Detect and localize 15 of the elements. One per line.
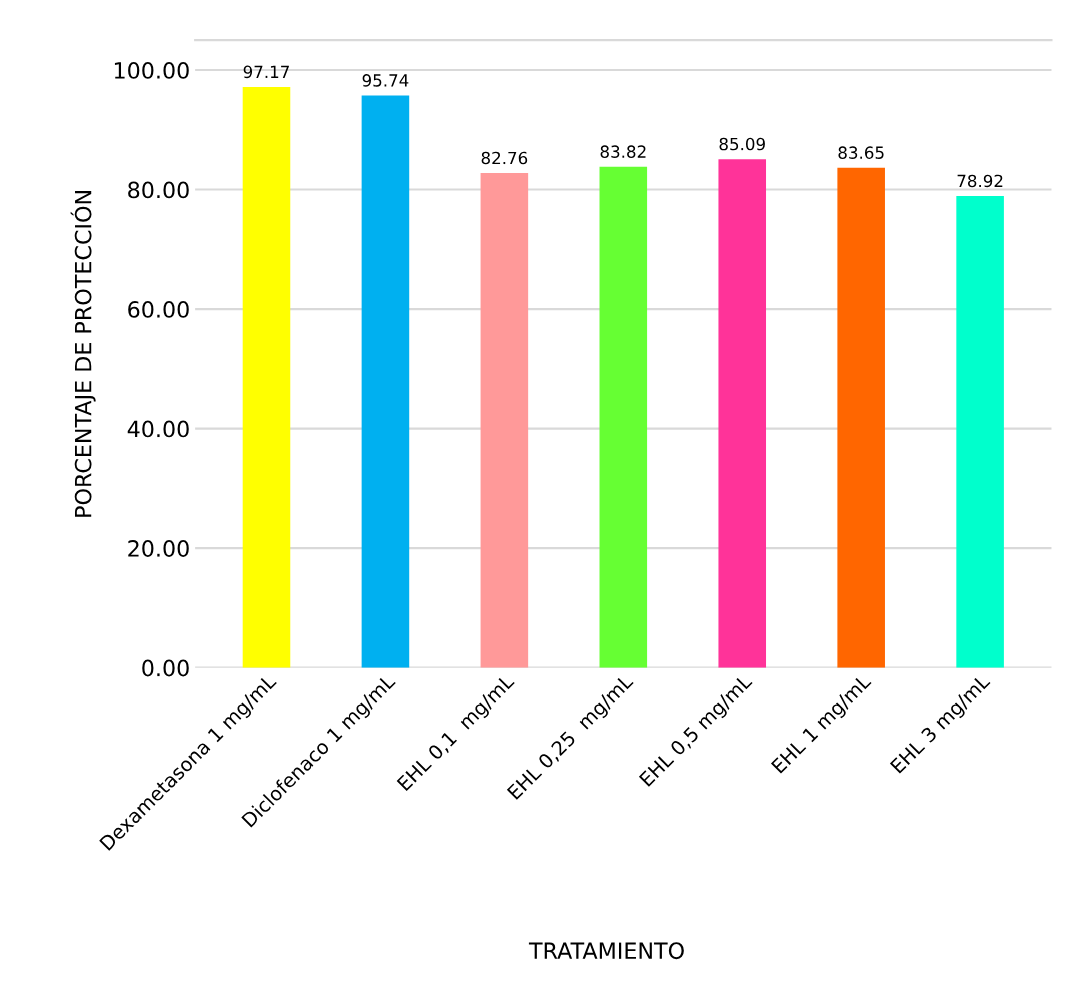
data-label: 78.92 [957,174,1003,188]
y-tick-label: 0.00 [142,659,189,677]
y-tick-label: 60.00 [128,301,189,318]
data-label: 95.74 [362,74,409,87]
y-tick-label: 80.00 [128,181,189,199]
data-label: 83.82 [600,145,646,158]
data-label: 83.65 [838,146,884,159]
data-label: 97.17 [243,65,289,79]
data-label: 82.76 [481,151,528,165]
y-tick-label: 20.00 [128,540,189,557]
y-tick-label: 40.00 [127,420,189,438]
x-axis-title: TRATAMIENTO [528,942,684,960]
y-tick-label: 100.00 [114,61,189,79]
data-label: 85.09 [719,137,765,151]
y-axis-title: PORCENTAJE DE PROTECCIÓN [70,191,96,517]
